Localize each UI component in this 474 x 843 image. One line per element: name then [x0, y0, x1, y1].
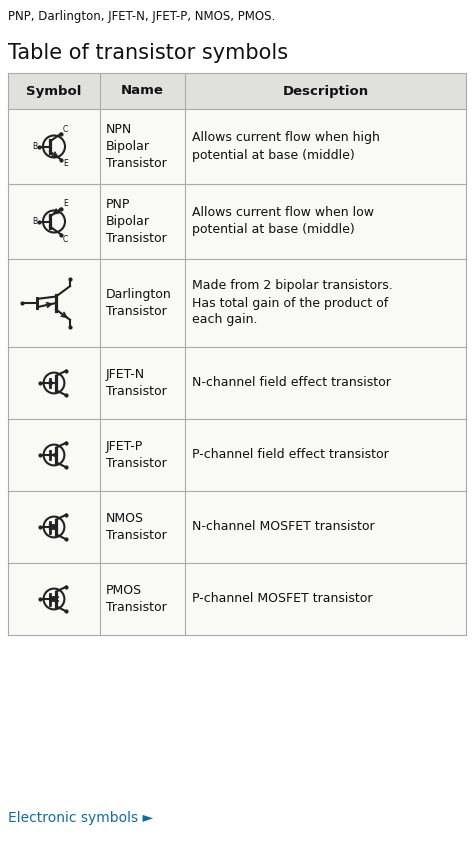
Text: Electronic symbols ►: Electronic symbols ►: [8, 811, 153, 825]
Text: Made from 2 bipolar transistors.
Has total gain of the product of
each gain.: Made from 2 bipolar transistors. Has tot…: [192, 280, 393, 326]
Text: P-channel MOSFET transistor: P-channel MOSFET transistor: [192, 593, 373, 605]
Text: E: E: [63, 200, 68, 208]
Text: B: B: [32, 217, 37, 226]
Text: NPN
Bipolar
Transistor: NPN Bipolar Transistor: [106, 123, 167, 170]
Bar: [8, 73, 466, 635]
Text: PMOS
Transistor: PMOS Transistor: [106, 584, 167, 614]
Text: Allows current flow when low
potential at base (middle): Allows current flow when low potential a…: [192, 207, 374, 237]
Text: E: E: [63, 159, 68, 169]
Text: N-channel MOSFET transistor: N-channel MOSFET transistor: [192, 520, 374, 534]
Text: Description: Description: [283, 84, 369, 98]
Text: B: B: [32, 142, 37, 151]
Text: NMOS
Transistor: NMOS Transistor: [106, 512, 167, 542]
Text: N-channel field effect transistor: N-channel field effect transistor: [192, 377, 391, 389]
Text: C: C: [63, 234, 68, 244]
Text: PNP
Bipolar
Transistor: PNP Bipolar Transistor: [106, 198, 167, 245]
Text: Allows current flow when high
potential at base (middle): Allows current flow when high potential …: [192, 132, 380, 162]
Text: JFET-P
Transistor: JFET-P Transistor: [106, 440, 167, 470]
Text: Name: Name: [121, 84, 164, 98]
Text: Table of transistor symbols: Table of transistor symbols: [8, 43, 288, 63]
Text: Darlington
Transistor: Darlington Transistor: [106, 288, 172, 318]
Text: JFET-N
Transistor: JFET-N Transistor: [106, 368, 167, 398]
Text: PNP, Darlington, JFET-N, JFET-P, NMOS, PMOS.: PNP, Darlington, JFET-N, JFET-P, NMOS, P…: [8, 10, 275, 23]
Text: Symbol: Symbol: [27, 84, 82, 98]
Text: P-channel field effect transistor: P-channel field effect transistor: [192, 448, 389, 461]
Bar: [8, 73, 466, 109]
Text: C: C: [63, 125, 68, 133]
